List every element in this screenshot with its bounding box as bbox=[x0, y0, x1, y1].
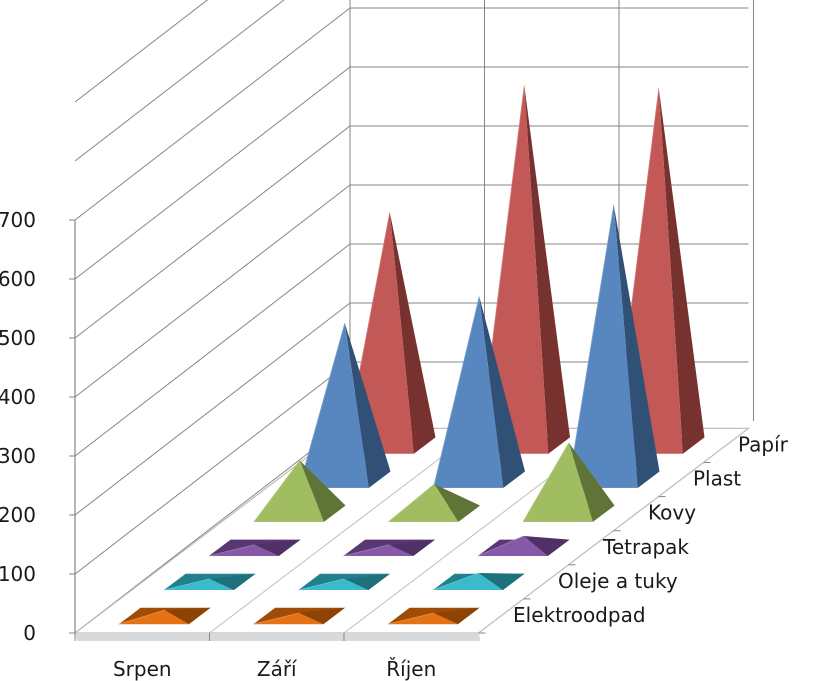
pyramid-highlight bbox=[387, 612, 434, 625]
pyramid-highlight bbox=[118, 609, 165, 625]
pyramid-side-face bbox=[658, 88, 705, 454]
pyramid-side-face bbox=[389, 212, 436, 454]
y-tick-label: 0 bbox=[23, 621, 36, 645]
pyramid-side-face bbox=[568, 442, 615, 522]
side-gridline bbox=[74, 0, 209, 103]
pyramid-plast-3 bbox=[567, 205, 660, 488]
pyramid-side-face bbox=[344, 573, 390, 590]
y-tick-label: 600 bbox=[0, 267, 36, 291]
category-label: Září bbox=[257, 657, 298, 681]
series-label: Plast bbox=[693, 467, 741, 491]
pyramid-highlight bbox=[567, 205, 615, 488]
pyramid-oleje-a-tuky-1 bbox=[163, 573, 256, 591]
pyramid-front-face bbox=[523, 442, 593, 522]
pyramid-highlight bbox=[388, 483, 435, 523]
pyramid-front-face bbox=[568, 205, 638, 488]
category-label: Srpen bbox=[113, 657, 172, 681]
pyramid-side-face bbox=[299, 460, 346, 522]
pyramid-highlight bbox=[432, 572, 479, 591]
pyramid-oleje-a-tuky-2 bbox=[298, 573, 390, 591]
pyramid-elektroodpad-1 bbox=[118, 607, 211, 625]
side-gridline bbox=[74, 0, 285, 162]
y-tick-label: 700 bbox=[0, 208, 36, 232]
side-gridline bbox=[74, 302, 351, 516]
pyramid-highlight bbox=[298, 323, 346, 488]
pyramid-side-face bbox=[209, 573, 256, 590]
pyramid-oleje-a-tuky-3 bbox=[432, 572, 525, 591]
side-gridline bbox=[74, 66, 351, 280]
pyramid-highlight bbox=[477, 535, 524, 557]
pyramid-side-face bbox=[344, 323, 391, 488]
pyramid-highlight bbox=[343, 544, 390, 557]
pyramid-side-face bbox=[478, 573, 525, 590]
pyramid-elektroodpad-3 bbox=[387, 607, 480, 625]
y-axis-ticks: 0 100 200 300 400 500 600 700 bbox=[0, 208, 75, 645]
pyramid-front-face bbox=[433, 573, 503, 590]
series-label: Tetrapak bbox=[602, 535, 689, 559]
series-label: Kovy bbox=[648, 501, 696, 525]
pyramid-kovy-3 bbox=[522, 442, 615, 523]
pyramid-side-face bbox=[524, 85, 570, 454]
category-label: Říjen bbox=[386, 657, 436, 681]
category-axis-labels: Srpen Září Říjen bbox=[74, 633, 436, 681]
side-gridline bbox=[74, 184, 351, 398]
pyramid-kovy-2 bbox=[388, 483, 480, 523]
pyramid-front-face bbox=[299, 323, 369, 488]
pyramid-front-face bbox=[164, 578, 234, 590]
pyramid-tetrapak-3 bbox=[477, 535, 570, 557]
pyramid-front-face bbox=[388, 484, 459, 522]
pyramid-highlight bbox=[163, 578, 210, 591]
y-tick-label: 500 bbox=[0, 326, 36, 350]
side-gridline bbox=[74, 7, 351, 221]
side-gridline bbox=[74, 125, 351, 339]
floor-depth-line bbox=[209, 428, 480, 634]
pyramid-front-face bbox=[298, 578, 369, 590]
pyramid-elektroodpad-2 bbox=[253, 607, 345, 625]
pyramid-front-face bbox=[433, 296, 504, 488]
pyramid-front-face bbox=[254, 460, 324, 522]
pyramid-side-face bbox=[254, 539, 301, 556]
y-tick-label: 400 bbox=[0, 385, 36, 409]
pyramid-tetrapak-2 bbox=[343, 539, 435, 557]
pyramid-front-face bbox=[253, 613, 324, 625]
pyramid-side-face bbox=[164, 607, 211, 625]
side-gridline bbox=[74, 243, 351, 457]
side-gridline bbox=[74, 361, 351, 575]
series-label: Elektroodpad bbox=[513, 603, 646, 627]
pyramid-front-face bbox=[343, 544, 414, 556]
series-axis-labels: Elektroodpad Oleje a tuky Tetrapak Kovy Plas… bbox=[478, 432, 789, 634]
pyramid-tetrapak-1 bbox=[208, 539, 301, 557]
pyramid-highlight bbox=[253, 612, 300, 625]
pyramid-side-face bbox=[434, 484, 480, 522]
pyramid-side-face bbox=[613, 205, 660, 488]
pyramid-highlight bbox=[522, 442, 570, 523]
pyramid-highlight bbox=[298, 578, 345, 591]
pyramid-side-face bbox=[523, 536, 570, 556]
series-label: Oleje a tuky bbox=[558, 569, 678, 593]
y-tick-label: 200 bbox=[0, 503, 36, 527]
pyramid-side-face bbox=[479, 296, 525, 488]
pyramid-highlight bbox=[253, 460, 301, 523]
y-tick-label: 300 bbox=[0, 444, 36, 468]
y-tick-label: 100 bbox=[0, 562, 36, 586]
pyramid-marks bbox=[118, 85, 705, 625]
floor-edge bbox=[75, 633, 481, 641]
pyramid-side-face bbox=[389, 539, 435, 556]
pyramid-highlight bbox=[208, 544, 255, 557]
pyramid-side-face bbox=[299, 607, 345, 625]
pyramid-kovy-1 bbox=[253, 460, 346, 523]
pyramid-side-face bbox=[433, 607, 480, 625]
pyramid-plast-2 bbox=[433, 296, 525, 488]
pyramid-front-face bbox=[388, 613, 458, 625]
pyramid-highlight bbox=[433, 296, 480, 488]
pyramid-front-face bbox=[119, 610, 189, 625]
pyramid-front-face bbox=[478, 536, 548, 556]
pyramid-front-face bbox=[209, 544, 279, 556]
series-label: Papír bbox=[738, 432, 789, 456]
